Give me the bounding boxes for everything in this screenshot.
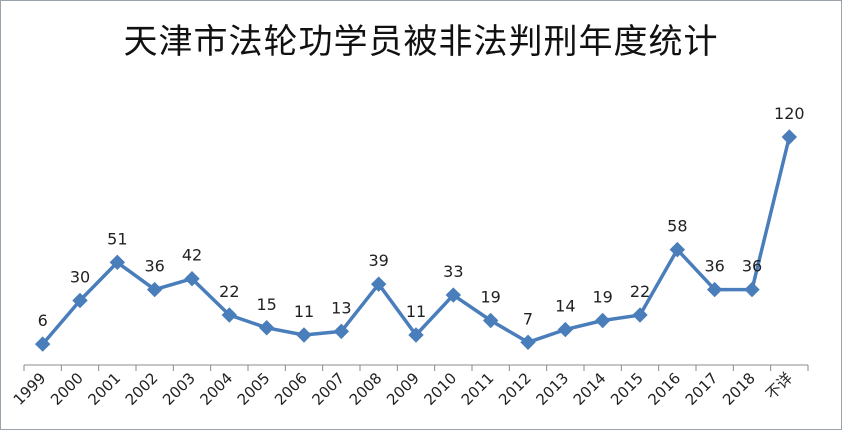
x-tick-label: 2009 <box>383 369 423 409</box>
x-tick-label: 2007 <box>308 369 348 409</box>
data-label: 39 <box>368 251 388 270</box>
data-point-marker <box>109 254 126 271</box>
x-tick-label: 2011 <box>458 369 498 409</box>
data-point-marker <box>72 292 88 309</box>
x-tick-label: 2003 <box>159 369 199 409</box>
data-label: 33 <box>443 262 463 281</box>
x-tick-label: 2017 <box>682 369 722 409</box>
data-point-marker <box>184 270 200 287</box>
x-tick-label: 2015 <box>607 369 647 409</box>
data-point-marker <box>370 276 387 292</box>
data-label: 14 <box>555 297 575 316</box>
x-tick-label: 2013 <box>532 369 572 409</box>
data-label: 19 <box>480 287 500 306</box>
data-label: 36 <box>742 257 762 276</box>
data-label: 36 <box>704 257 724 276</box>
data-label: 7 <box>523 309 533 328</box>
x-tick-label: 2012 <box>495 369 535 409</box>
data-point-marker <box>744 281 760 298</box>
data-point-marker <box>482 312 499 329</box>
data-point-marker <box>296 327 312 343</box>
data-point-marker <box>445 287 462 303</box>
data-label: 36 <box>144 257 164 276</box>
x-tick-label: 2016 <box>644 369 684 409</box>
data-label: 6 <box>38 311 48 330</box>
x-tick-label: 2002 <box>122 369 162 409</box>
data-point-marker <box>221 307 238 323</box>
data-point-marker <box>258 320 275 336</box>
data-label: 30 <box>70 268 90 287</box>
data-label: 120 <box>774 104 805 123</box>
data-point-marker <box>706 281 723 298</box>
data-label: 15 <box>256 295 276 314</box>
x-tick-label: 2008 <box>346 369 386 409</box>
x-tick-label: 2000 <box>47 369 87 409</box>
x-tick-label: 2005 <box>234 369 274 409</box>
data-point-marker <box>781 129 798 145</box>
data-point-marker <box>557 321 574 338</box>
x-tick-label: 2014 <box>570 369 610 409</box>
x-tick-label: 2018 <box>719 369 759 409</box>
data-point-marker <box>669 241 686 258</box>
data-label: 11 <box>294 302 314 321</box>
data-label: 11 <box>406 302 426 321</box>
data-label: 13 <box>331 298 351 317</box>
x-tick-label: 不详 <box>762 369 796 403</box>
data-label: 22 <box>219 282 239 301</box>
x-tick-label: 2001 <box>84 369 124 409</box>
x-tick-label: 2004 <box>196 369 236 409</box>
data-point-marker <box>146 281 163 298</box>
data-point-marker <box>632 307 648 323</box>
data-label: 51 <box>107 229 127 248</box>
x-tick-label: 1999 <box>10 369 50 409</box>
chart-title: 天津市法轮功学员被非法判刑年度统计 <box>123 22 719 62</box>
data-point-marker <box>333 323 350 340</box>
data-label: 19 <box>592 287 612 306</box>
x-tick-label: 2010 <box>420 369 460 409</box>
data-point-marker <box>520 334 536 350</box>
data-label: 42 <box>182 246 202 265</box>
data-label: 58 <box>667 217 687 236</box>
x-tick-label: 2006 <box>271 369 311 409</box>
data-point-marker <box>408 327 424 343</box>
data-point-marker <box>594 312 611 329</box>
data-label: 22 <box>630 282 650 301</box>
data-point-marker <box>34 336 51 352</box>
